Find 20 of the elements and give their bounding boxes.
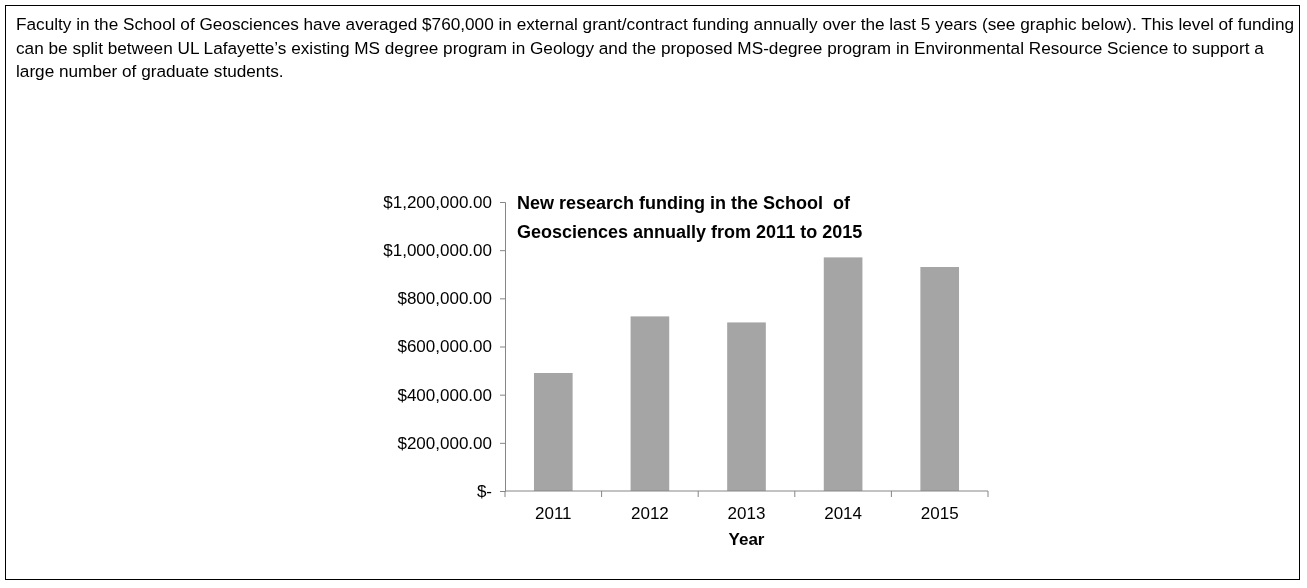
bar	[920, 267, 960, 491]
x-axis-title: Year	[728, 530, 765, 549]
y-tick-label: $400,000.00	[397, 385, 492, 405]
bar	[630, 316, 670, 491]
y-tick-label: $200,000.00	[397, 433, 492, 453]
x-tick-label: 2014	[824, 504, 863, 523]
y-tick-label: $1,000,000.00	[383, 241, 492, 261]
x-tick-label: 2013	[727, 504, 766, 523]
x-tick-label: 2011	[535, 504, 572, 523]
bar	[727, 322, 766, 491]
y-tick-label: $-	[476, 481, 492, 501]
chart-title: New research funding in the School of Geosciences annually from 2011 to 2015	[517, 193, 863, 242]
y-tick-label: $600,000.00	[397, 337, 492, 357]
bar	[533, 372, 573, 491]
text: Faculty in the School of Geosciences have averaged $760,000 in external grant/contract funding annually over the last 5 years (see graphic below). This level of funding can be split between UL Lafayette’s existing MS degree program in Geology and the proposed MS-degree program in Environmental Resource Science to support a large number of graduate students.	[16, 13, 1296, 83]
y-tick-label: $800,000.00	[397, 289, 492, 309]
x-tick-label: 2015	[920, 504, 959, 523]
y-tick-label: $1,200,000.00	[383, 192, 492, 212]
bar	[823, 257, 863, 491]
x-tick-label: 2012	[630, 504, 669, 523]
